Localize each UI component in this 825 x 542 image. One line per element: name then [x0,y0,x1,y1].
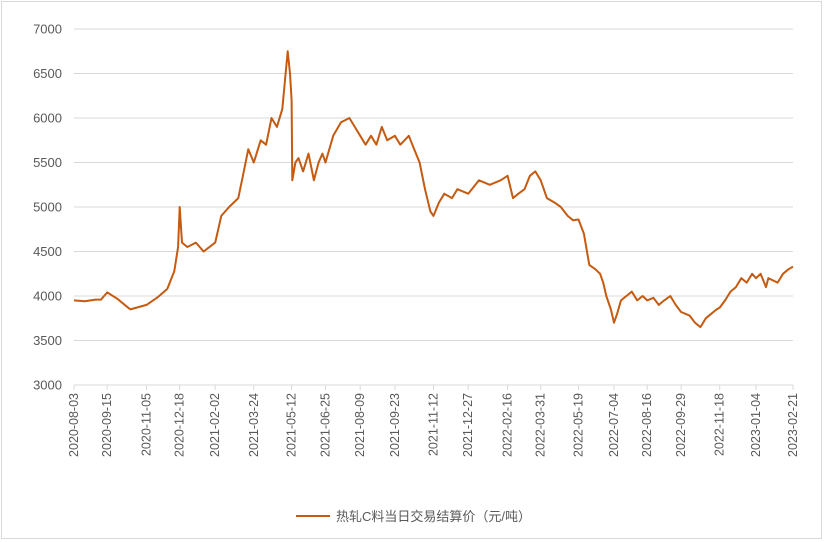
legend-label: 热轧C料当日交易结算价（元/吨） [336,509,531,524]
y-axis-ticks: 3000 3500 4000 4500 5000 5500 6000 6500 7000 [33,22,62,393]
x-tick-label: 2022-09-29 [674,393,688,457]
y-tick-label: 3500 [33,333,62,348]
x-axis-ticks: 2020-08-03 2020-09-15 2020-11-05 2020-12-18… [67,385,800,457]
y-tick-label: 3000 [33,378,62,393]
x-tick-label: 2021-08-09 [353,393,367,457]
x-tick-label: 2020-09-15 [100,393,114,457]
legend: 热轧C料当日交易结算价（元/吨） [296,509,531,524]
y-tick-label: 5500 [33,155,62,170]
y-tick-label: 5000 [33,200,62,215]
x-tick-label: 2023-02-21 [786,393,800,457]
y-tick-label: 4500 [33,244,62,259]
x-tick-label: 2022-07-04 [607,393,621,457]
x-tick-label: 2022-02-16 [501,393,515,457]
x-tick-label: 2020-12-18 [173,393,187,457]
y-tick-label: 4000 [33,289,62,304]
x-tick-label: 2022-11-18 [713,393,727,456]
series-layer [73,50,794,329]
x-tick-label: 2022-03-31 [534,393,548,457]
grid-lines [74,28,793,341]
x-tick-label: 2021-09-23 [388,393,402,457]
y-tick-label: 6000 [33,111,62,126]
x-tick-label: 2020-08-03 [67,393,81,457]
x-tick-label: 2022-08-16 [640,393,654,457]
y-tick-label: 7000 [33,22,62,37]
x-tick-label: 2021-11-12 [427,393,441,456]
series-line-0 [73,50,794,329]
x-tick-label: 2021-03-24 [247,393,261,457]
x-tick-label: 2021-05-12 [285,393,299,457]
x-tick-label: 2022-05-19 [572,393,586,457]
x-tick-label: 2021-12-27 [461,393,475,457]
x-tick-label: 2023-01-04 [749,393,763,457]
x-tick-label: 2021-06-25 [318,393,332,457]
y-tick-label: 6500 [33,66,62,81]
x-tick-label: 2021-02-02 [208,393,222,457]
x-tick-label: 2020-11-05 [140,393,154,456]
